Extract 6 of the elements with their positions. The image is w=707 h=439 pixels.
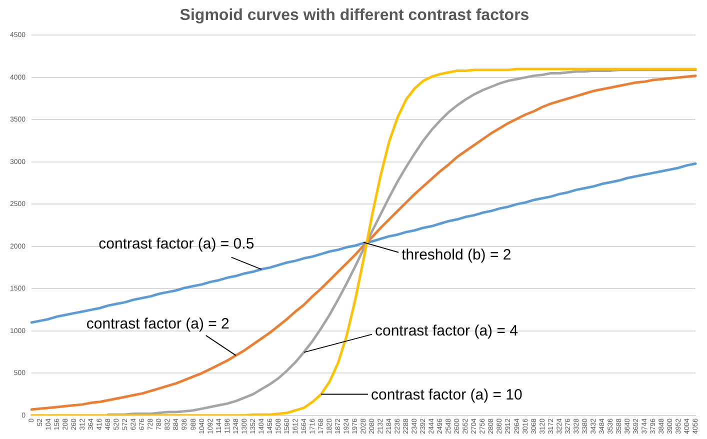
annotation: threshold (b) = 2 <box>402 246 512 264</box>
annotation: contrast factor (a) = 10 <box>371 386 522 404</box>
annotation: contrast factor (a) = 0.5 <box>98 235 254 252</box>
annotation: contrast factor (a) = 2 <box>86 316 230 333</box>
chart-title: Sigmoid curves with different contrast factors <box>180 7 530 24</box>
annotation: contrast factor (a) = 4 <box>374 322 518 340</box>
